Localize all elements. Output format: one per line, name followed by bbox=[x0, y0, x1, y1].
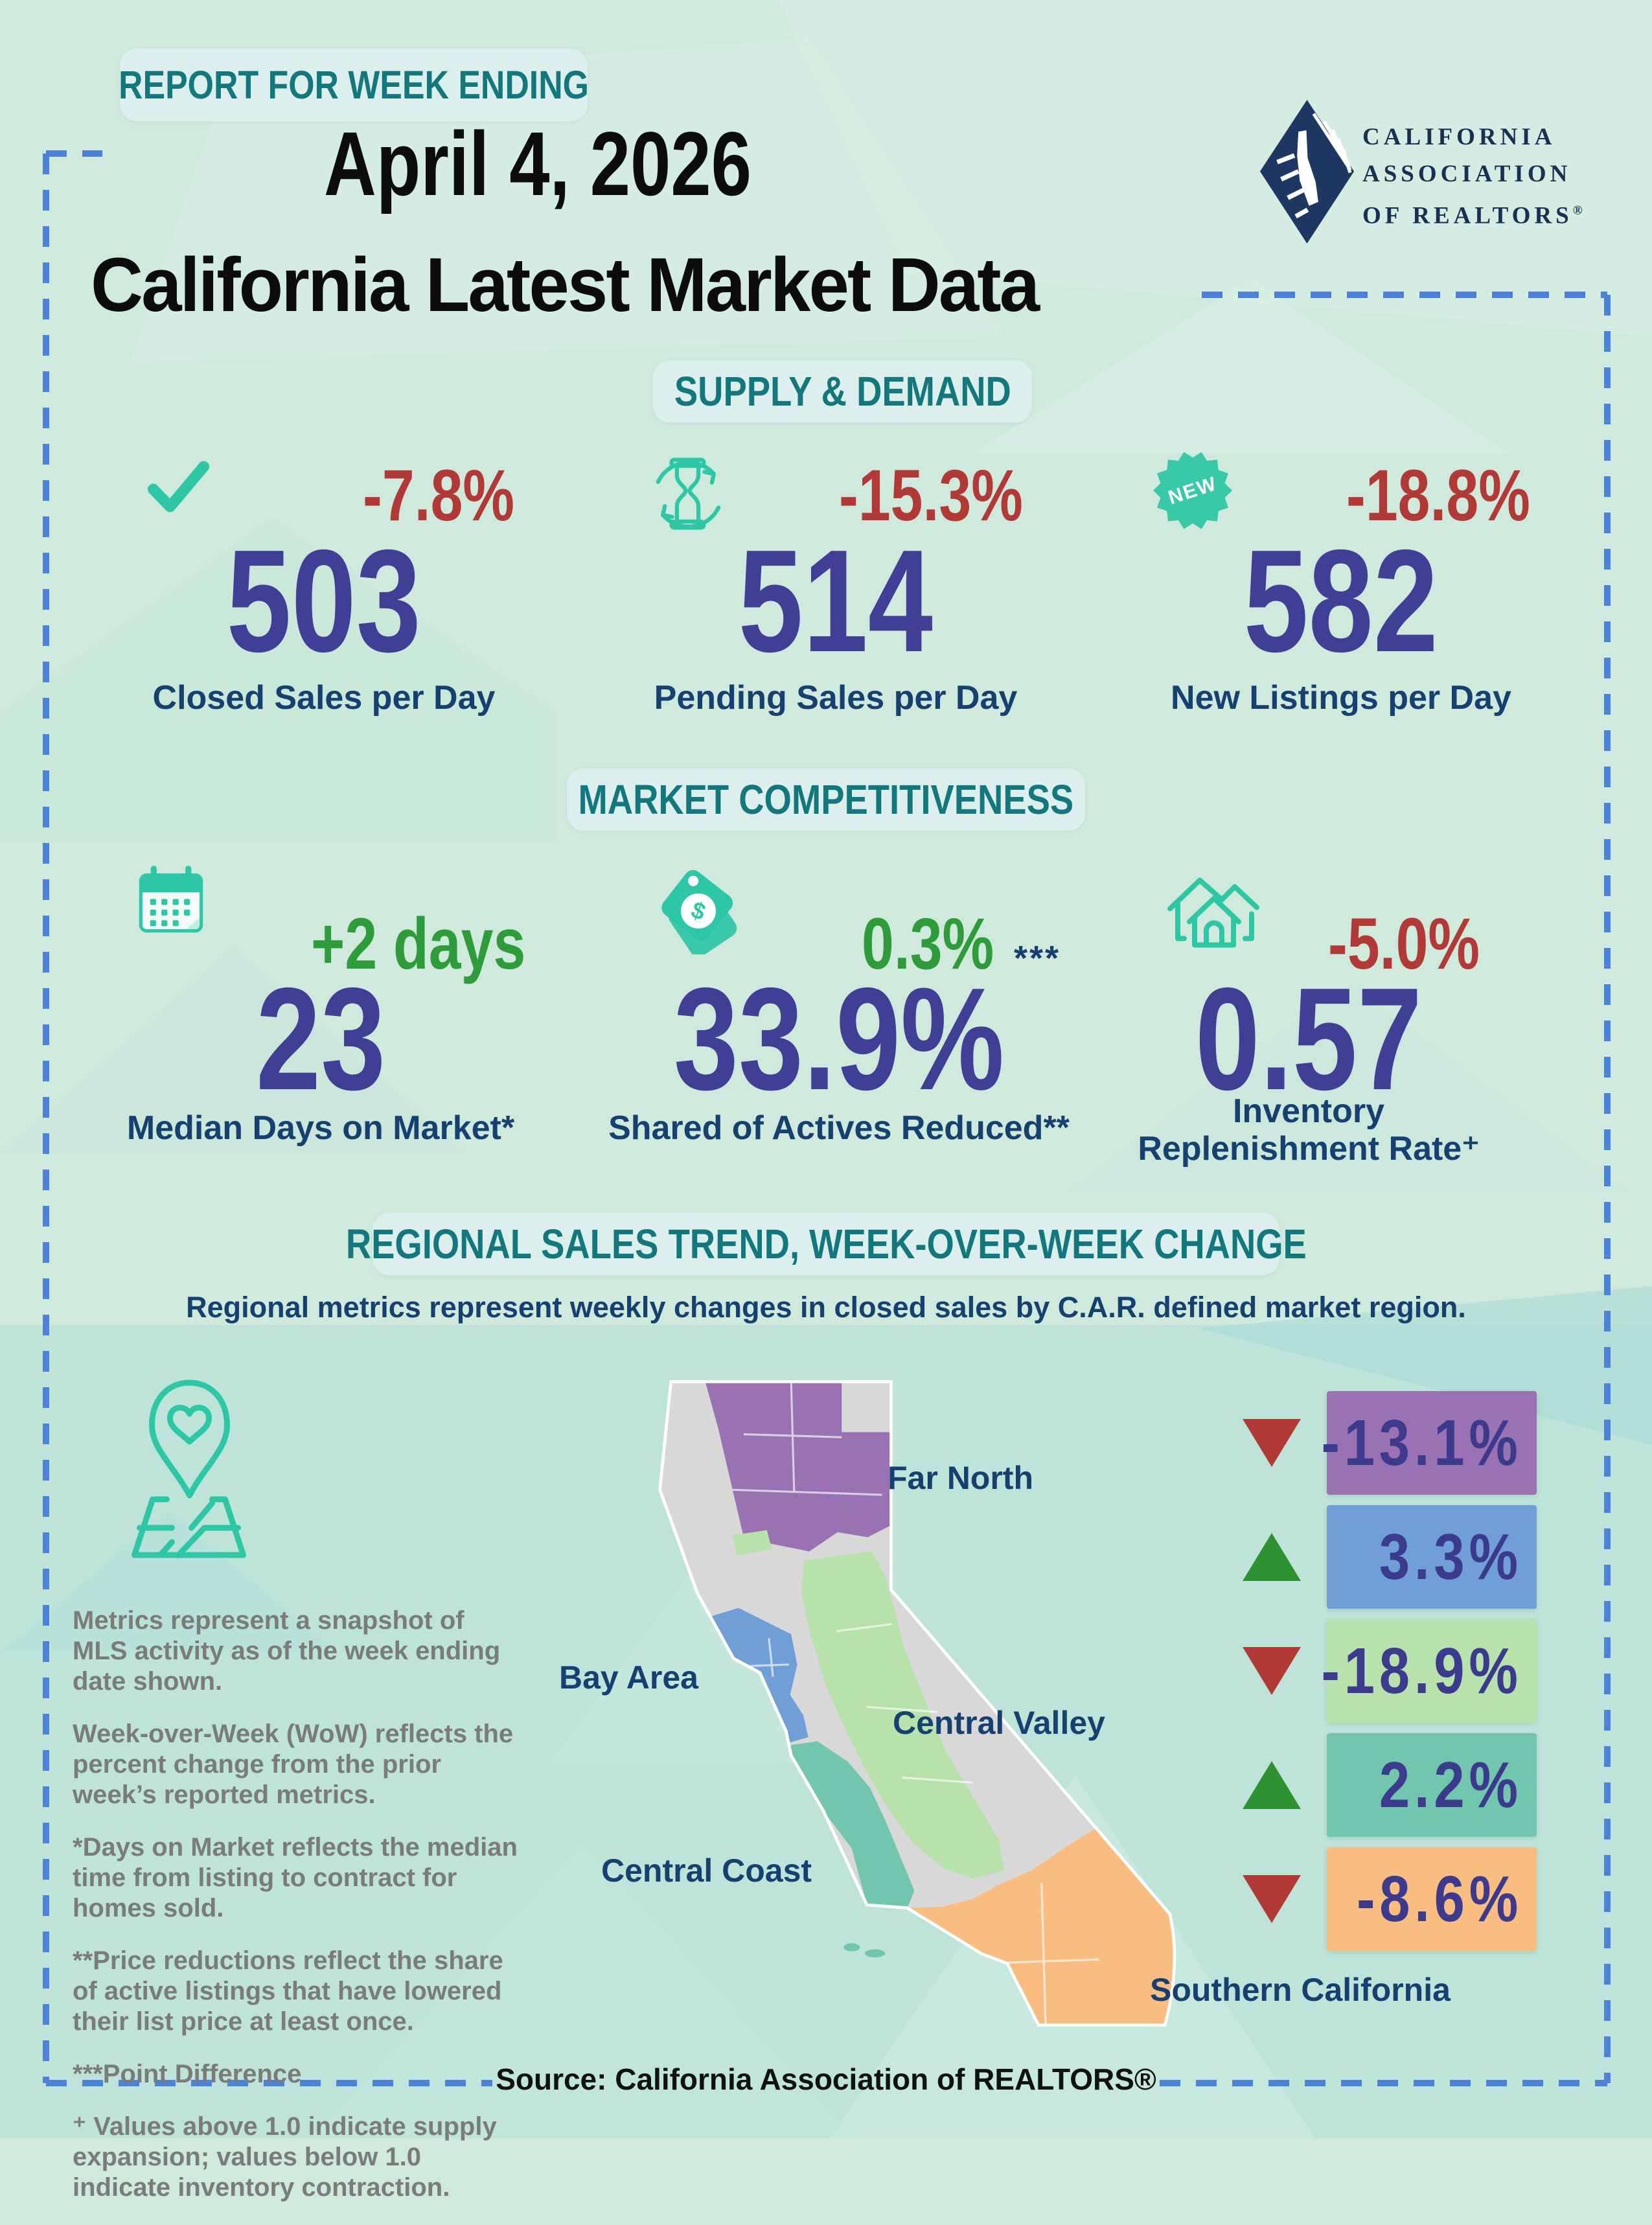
report-week-pill: REPORT FOR WEEK ENDING bbox=[119, 49, 589, 121]
map-label-central-valley: Central Valley bbox=[893, 1705, 1105, 1741]
california-region-map bbox=[658, 1380, 1176, 2027]
map-label-southern-california: Southern California bbox=[1150, 1972, 1451, 2008]
closed-sales-value: 503 bbox=[226, 519, 422, 682]
logo-line-1: CALIFORNIA bbox=[1362, 124, 1556, 150]
down-triangle-icon bbox=[1243, 1875, 1301, 1923]
footnotes: Metrics represent a snapshot of MLS acti… bbox=[73, 1606, 526, 2225]
report-week-label: REPORT FOR WEEK ENDING bbox=[119, 63, 589, 107]
days-on-market-value: 23 bbox=[255, 957, 386, 1120]
market-competitiveness-label: MARKET COMPETITIVENESS bbox=[578, 776, 1074, 823]
footnote-6: ⁺ Values above 1.0 indicate supply expan… bbox=[73, 2112, 497, 2202]
days-on-market-label: Median Days on Market* bbox=[126, 1109, 515, 1147]
houses-icon bbox=[1167, 877, 1259, 948]
regional-trend-pill: REGIONAL SALES TREND, WEEK-OVER-WEEK CHA… bbox=[346, 1213, 1306, 1275]
hourglass-cycle-icon bbox=[656, 457, 721, 530]
inventory-rate-change: -5.0% bbox=[1328, 903, 1480, 984]
new-listings-label: New Listings per Day bbox=[1171, 679, 1511, 717]
new-listings-change: -18.8% bbox=[1346, 455, 1530, 536]
car-logo-text: CALIFORNIA ASSOCIATION OF REALTORS® bbox=[1362, 119, 1583, 234]
inventory-rate-label: Inventory Replenishment Rate⁺ bbox=[1138, 1092, 1480, 1168]
inventory-rate-value: 0.57 bbox=[1195, 957, 1423, 1120]
footnote-3: *Days on Market reflects the median time… bbox=[73, 1833, 518, 1922]
logo-line-3: OF REALTORS® bbox=[1362, 202, 1583, 229]
up-triangle-icon bbox=[1243, 1533, 1301, 1581]
map-label-far-north: Far North bbox=[888, 1460, 1033, 1496]
footnote-4: **Price reductions reflect the share of … bbox=[73, 1946, 503, 2036]
footnote-5: ***Point Difference bbox=[73, 2060, 302, 2088]
map-outline bbox=[658, 1380, 1176, 2027]
new-badge-icon: NEW bbox=[1153, 452, 1232, 529]
supply-demand-pill: SUPPLY & DEMAND bbox=[653, 360, 1032, 422]
map-pin-heart-icon bbox=[132, 1379, 246, 1558]
down-triangle-icon bbox=[1243, 1647, 1301, 1695]
map-label-central-coast: Central Coast bbox=[601, 1852, 812, 1889]
regional-subtitle: Regional metrics represent weekly change… bbox=[186, 1291, 1466, 1324]
closed-sales-label: Closed Sales per Day bbox=[152, 679, 496, 717]
page-title: California Latest Market Data bbox=[91, 242, 1040, 328]
source-attribution: Source: California Association of REALTO… bbox=[496, 2062, 1156, 2096]
supply-demand-label: SUPPLY & DEMAND bbox=[674, 368, 1011, 415]
closed-sales-change: -7.8% bbox=[363, 455, 515, 536]
days-on-market-change: +2 days bbox=[311, 903, 526, 984]
legend-value-bay-area: 3.3% bbox=[1327, 1505, 1537, 1609]
car-logo bbox=[1257, 97, 1357, 249]
actives-reduced-label: Shared of Actives Reduced** bbox=[608, 1109, 1070, 1147]
market-competitiveness-pill: MARKET COMPETITIVENESS bbox=[567, 768, 1085, 831]
registered-mark: ® bbox=[1572, 203, 1583, 218]
car-logo-mark-icon bbox=[1259, 100, 1355, 244]
legend-value-central-coast: 2.2% bbox=[1327, 1733, 1537, 1837]
map-label-bay-area: Bay Area bbox=[559, 1659, 698, 1696]
map-channel-island bbox=[843, 1943, 860, 1952]
check-icon bbox=[148, 461, 209, 513]
actives-reduced-value: 33.9% bbox=[673, 957, 1005, 1120]
legend-value-southern-california: -8.6% bbox=[1327, 1847, 1537, 1951]
infographic-page: REPORT FOR WEEK ENDING April 4, 2026 Cal… bbox=[0, 49, 1652, 2202]
map-region-central-coast bbox=[783, 1741, 915, 1909]
up-triangle-icon bbox=[1243, 1761, 1301, 1809]
map-region-southern-california bbox=[907, 1828, 1175, 2025]
legend-value-central-valley: -18.9% bbox=[1322, 1619, 1537, 1723]
footnote-2: Week-over-Week (WoW) reflects the percen… bbox=[73, 1720, 514, 1809]
map-region-valley-patch bbox=[732, 1530, 772, 1556]
logo-line-2: ASSOCIATION bbox=[1362, 161, 1572, 187]
regional-trend-label: REGIONAL SALES TREND, WEEK-OVER-WEEK CHA… bbox=[345, 1221, 1307, 1267]
map-region-far-north bbox=[705, 1381, 891, 1552]
pending-sales-value: 514 bbox=[738, 519, 934, 682]
map-region-central-valley bbox=[801, 1551, 1005, 1879]
down-triangle-icon bbox=[1243, 1419, 1301, 1467]
pending-sales-change: -15.3% bbox=[839, 455, 1023, 536]
new-listings-value: 582 bbox=[1243, 519, 1439, 682]
actives-reduced-change: 0.3% bbox=[862, 903, 994, 984]
footnote-1: Metrics represent a snapshot of MLS acti… bbox=[73, 1606, 501, 1696]
report-date: April 4, 2026 bbox=[324, 113, 751, 214]
map-channel-island bbox=[864, 1949, 886, 1957]
legend-value-far-north: -13.1% bbox=[1322, 1391, 1537, 1495]
pending-sales-label: Pending Sales per Day bbox=[654, 679, 1018, 717]
calendar-icon bbox=[139, 866, 203, 933]
price-tags-icon: $ bbox=[661, 870, 737, 954]
actives-reduced-change-suffix: *** bbox=[1014, 939, 1061, 978]
